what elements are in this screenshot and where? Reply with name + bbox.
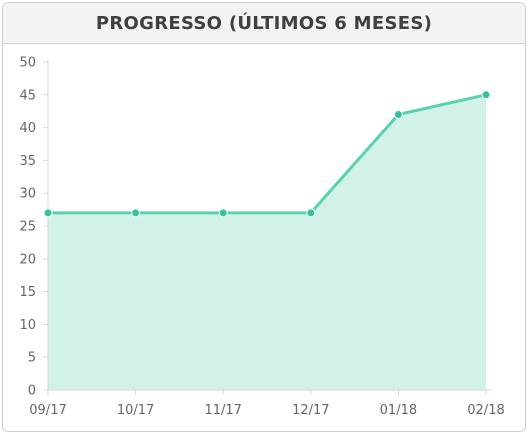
data-point [393, 109, 403, 119]
y-tick-label: 15 [19, 285, 36, 300]
progress-area-chart: 0 5 10 15 20 25 30 35 40 45 50 09/17 10/17 11/17 12/17… [19, 56, 504, 419]
data-point [306, 208, 316, 218]
data-point [131, 208, 141, 218]
data-point [218, 208, 228, 218]
x-tick-label: 11/17 [204, 403, 241, 418]
series-line [46, 93, 488, 215]
y-tick-label: 35 [19, 154, 36, 169]
y-tick-label: 5 [28, 351, 36, 366]
y-tick-label: 10 [19, 318, 36, 333]
x-tick-label: 02/18 [467, 403, 504, 418]
x-tick-label: 10/17 [117, 403, 154, 418]
x-tick-label: 01/18 [380, 403, 417, 418]
y-tick-label: 40 [19, 121, 36, 136]
y-tick-label: 45 [19, 88, 36, 103]
widget-title: PROGRESSO (ÚLTIMOS 6 MESES) [95, 12, 433, 34]
chart-area: 0 5 10 15 20 25 30 35 40 45 50 09/17 10/17 11/17 12/17… [3, 44, 525, 431]
x-tick-label: 12/17 [292, 403, 329, 418]
area-fill [48, 94, 486, 391]
y-tick-label: 25 [19, 220, 36, 235]
y-tick-label: 50 [19, 56, 36, 71]
y-tick-label: 0 [28, 384, 36, 399]
y-tick-label: 20 [19, 252, 36, 267]
widget-header: PROGRESSO (ÚLTIMOS 6 MESES) [3, 3, 525, 44]
x-tick-label: 09/17 [29, 403, 66, 418]
data-point [43, 208, 53, 218]
data-point [481, 90, 491, 100]
y-tick-label: 30 [19, 187, 36, 202]
